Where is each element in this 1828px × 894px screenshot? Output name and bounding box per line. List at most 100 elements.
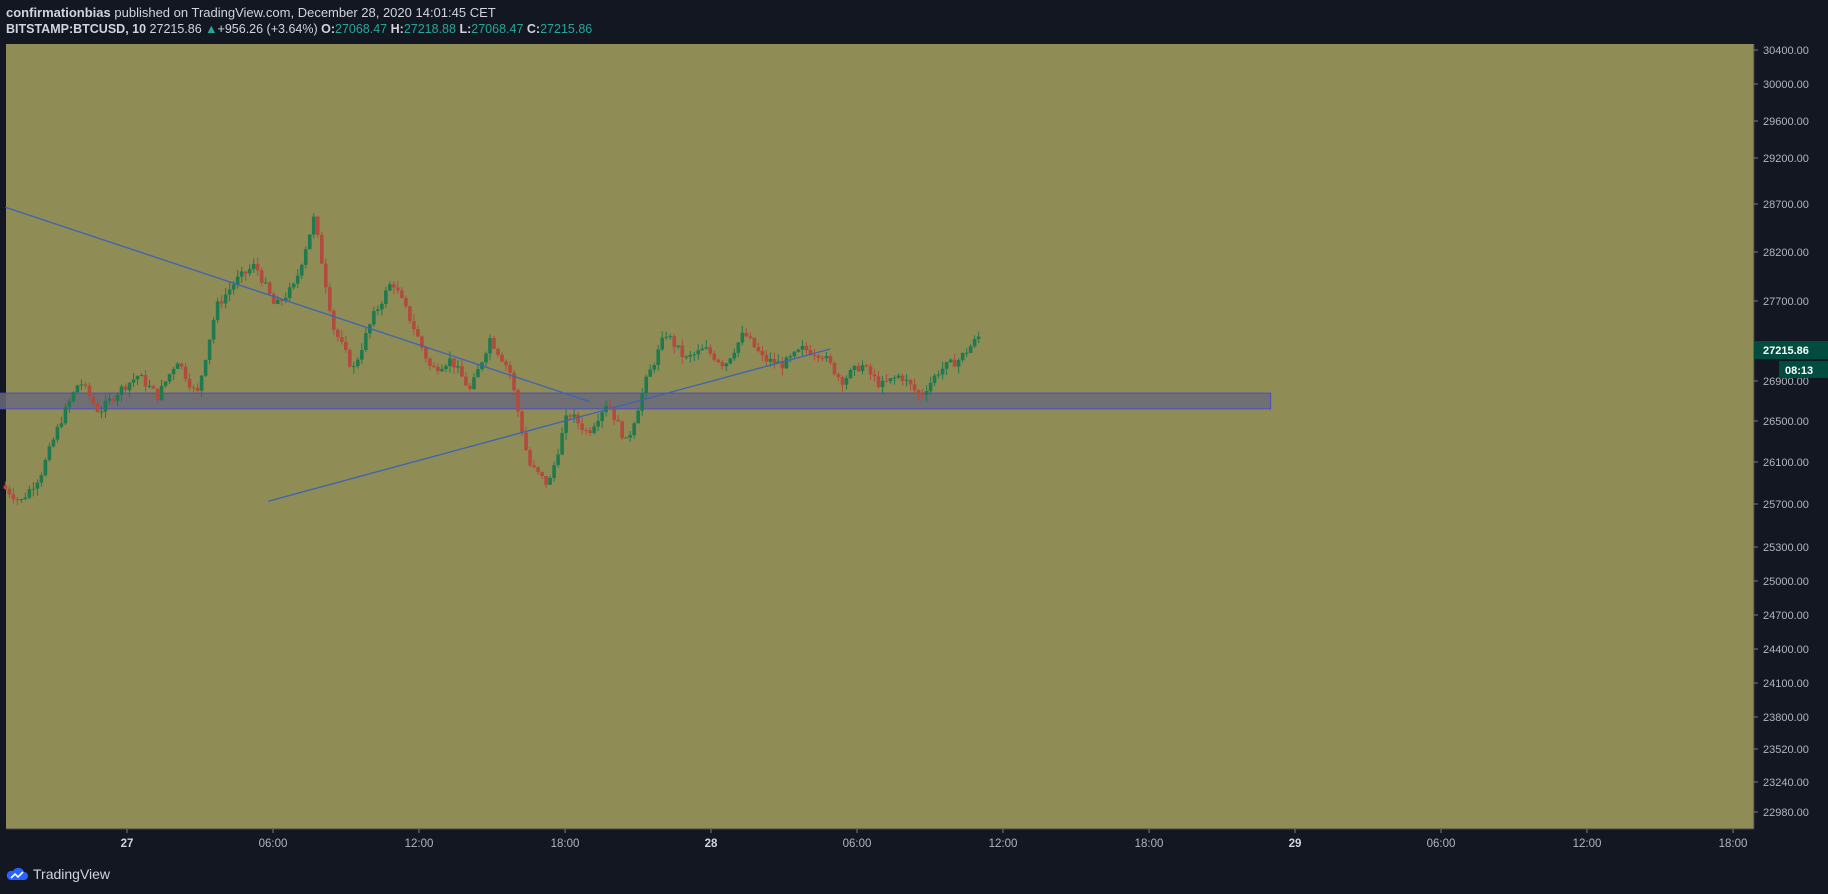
last-price-badge[interactable] <box>1754 341 1828 359</box>
candle <box>876 370 881 389</box>
candle <box>131 372 136 388</box>
candle <box>155 388 160 404</box>
chart-footer: TradingView <box>0 857 1828 894</box>
candle <box>39 472 44 487</box>
candle <box>952 353 957 367</box>
candle <box>151 384 156 389</box>
candle <box>692 352 697 361</box>
candle <box>171 366 176 380</box>
candle <box>23 492 28 501</box>
candle <box>828 353 833 365</box>
candle <box>700 344 705 351</box>
candle <box>404 295 408 309</box>
candle <box>664 331 669 340</box>
low-label: L: <box>459 22 472 36</box>
candle <box>432 362 436 368</box>
candle <box>123 383 128 395</box>
author-name[interactable]: confirmationbias <box>6 5 111 20</box>
candle <box>524 426 528 451</box>
price-tick-label: 30000.00 <box>1763 79 1809 91</box>
candle <box>303 246 308 269</box>
price-axis[interactable]: 30400.00 30000.00 29600.00 29200.00 28700.00… <box>1753 44 1828 829</box>
price-tick-label: 23800.00 <box>1763 712 1809 724</box>
tradingview-brand[interactable]: TradingView <box>6 866 110 882</box>
time-axis[interactable]: 27 06:00 12:00 18:00 28 06:00 12:00 18:00 29 06:0… <box>0 828 1828 857</box>
candle <box>456 359 460 374</box>
cloud-logo-icon <box>6 867 28 880</box>
candle <box>496 347 500 358</box>
publish-line: confirmationbias published on TradingVie… <box>6 5 496 20</box>
candle <box>676 345 681 350</box>
plot-background[interactable] <box>6 44 1754 829</box>
symbol-label[interactable]: BITSTAMP:BTCUSD, 10 <box>6 22 147 36</box>
candle <box>832 361 837 376</box>
candle <box>936 370 941 379</box>
candle <box>636 407 640 424</box>
price-axis-background <box>1754 44 1828 829</box>
candle <box>147 379 152 389</box>
candle <box>732 348 737 361</box>
candle <box>724 362 729 372</box>
candle <box>436 363 440 375</box>
time-tick-label: 06:00 <box>259 838 288 850</box>
time-tick-label: 28 <box>705 838 718 850</box>
price-tick-label: 25300.00 <box>1763 542 1809 554</box>
candle <box>348 348 352 368</box>
candle <box>576 411 580 430</box>
candle <box>247 264 252 277</box>
candle <box>75 384 80 393</box>
last-price-value: 27215.86 <box>1763 345 1809 357</box>
candle <box>712 350 717 362</box>
high-value: 27218.88 <box>403 22 456 36</box>
candle <box>95 397 100 413</box>
candle <box>488 334 492 361</box>
candle <box>476 363 480 378</box>
candle <box>580 417 584 435</box>
candle <box>748 332 753 340</box>
candle <box>972 335 977 349</box>
candle <box>764 350 769 366</box>
price-tick-label: 24100.00 <box>1763 678 1809 690</box>
candle <box>59 416 64 429</box>
countdown-badge <box>1779 361 1828 378</box>
candle <box>532 460 536 469</box>
symbol-line: BITSTAMP:BTCUSD, 10 27215.86 ▲+956.26 (+… <box>6 22 592 36</box>
candle <box>796 348 801 353</box>
support-zone[interactable] <box>0 392 1272 410</box>
candle <box>516 388 520 418</box>
descending-trendline[interactable] <box>5 206 590 403</box>
time-tick-label: 12:00 <box>405 838 434 850</box>
candle <box>600 410 604 428</box>
price-tick-label: 23520.00 <box>1763 744 1809 756</box>
candle <box>800 340 805 356</box>
ascending-trendline[interactable] <box>267 348 831 502</box>
candle <box>928 376 933 395</box>
candle <box>364 328 368 353</box>
price-tick-label: 23240.00 <box>1763 777 1809 789</box>
close-label: C: <box>526 22 541 36</box>
candle <box>640 388 644 416</box>
candle <box>255 257 260 276</box>
candle <box>396 280 400 294</box>
candle <box>235 269 240 289</box>
candle <box>780 356 785 376</box>
candle <box>167 373 172 385</box>
candle <box>512 370 516 396</box>
candle <box>484 351 488 367</box>
candle <box>263 277 268 284</box>
candle <box>976 331 981 344</box>
candle <box>111 396 116 404</box>
candle <box>315 215 320 238</box>
candle <box>752 337 757 349</box>
candle <box>504 359 508 372</box>
candle <box>259 267 264 287</box>
candle <box>83 382 88 389</box>
candle <box>388 281 392 292</box>
candle <box>968 344 973 354</box>
candle <box>500 352 504 363</box>
change-text: +956.26 (+3.64%) <box>217 22 318 36</box>
time-tick-label: 29 <box>1289 838 1302 850</box>
candle <box>215 297 220 324</box>
candle <box>836 372 841 382</box>
